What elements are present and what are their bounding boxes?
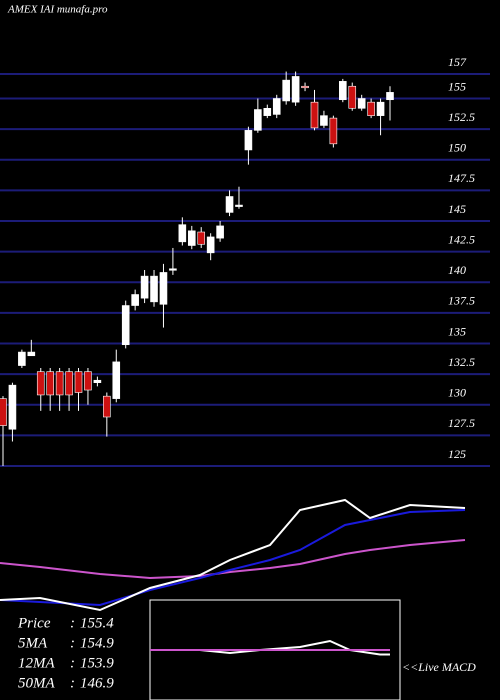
candle-body [93, 379, 102, 383]
candle-body [197, 231, 206, 245]
chart-title: AMEX IAI munafa.pro [7, 4, 108, 16]
y-tick-label: 150 [448, 141, 466, 155]
candle-body [140, 275, 149, 299]
legend-name: 50MA [18, 675, 55, 691]
candle-body [8, 384, 17, 430]
y-tick-label: 145 [448, 202, 466, 216]
legend-value: 153.9 [80, 655, 114, 671]
candle-body [36, 371, 45, 396]
candle-body [216, 225, 224, 239]
candle-body [18, 351, 26, 366]
candle-body [84, 371, 92, 391]
candle-body [282, 79, 290, 102]
candle-body [112, 361, 121, 399]
candle-body [131, 294, 139, 306]
y-tick-label: 127.5 [448, 416, 475, 430]
legend-name: 12MA [18, 655, 55, 671]
y-tick-label: 142.5 [448, 232, 475, 246]
candle-body [310, 101, 319, 129]
y-tick-label: 147.5 [448, 171, 475, 185]
candle-body [263, 108, 272, 116]
candle-body [65, 371, 73, 396]
candle-body [121, 305, 130, 346]
candle-body [27, 351, 36, 357]
y-tick-label: 135 [448, 324, 466, 338]
candle-body [159, 272, 168, 305]
candle-body [178, 224, 187, 243]
candle-body [206, 236, 215, 254]
candle-body [187, 230, 196, 246]
y-tick-label: 152.5 [448, 110, 475, 124]
macd-label: <<Live MACD [402, 660, 476, 674]
candle-body [301, 85, 309, 89]
candle-body [103, 395, 111, 418]
candle-body [386, 92, 394, 101]
candle-body [320, 115, 328, 126]
candle-body [367, 101, 375, 116]
candle-body [329, 117, 338, 145]
candle-body [357, 98, 366, 109]
candle-body [169, 268, 177, 271]
y-tick-label: 130 [448, 386, 466, 400]
y-tick-label: 155 [448, 79, 466, 93]
candle-body [225, 196, 234, 213]
candle-body [291, 76, 300, 103]
indicator-line [0, 509, 466, 607]
legend-value: 154.9 [80, 635, 114, 651]
legend-name: Price [17, 615, 51, 631]
indicator-line [0, 539, 466, 580]
candle-body [46, 371, 54, 396]
candle-body [376, 101, 385, 116]
legend-sep: : [70, 635, 75, 651]
indicator-line [0, 498, 466, 612]
candle-body [254, 109, 262, 131]
candle-body [150, 275, 158, 303]
y-tick-label: 137.5 [448, 294, 475, 308]
y-tick-label: 157 [448, 55, 467, 69]
candle-body [348, 85, 357, 109]
legend-value: 146.9 [80, 675, 114, 691]
candle-body [339, 81, 347, 101]
candle-body [235, 204, 243, 207]
legend-sep: : [70, 615, 75, 631]
legend-name: 5MA [18, 635, 48, 651]
y-tick-label: 140 [448, 263, 466, 277]
candle-body [74, 371, 83, 393]
candle-body [244, 130, 253, 151]
candle-body [272, 98, 281, 115]
candle-body [55, 371, 64, 396]
legend-value: 155.4 [80, 615, 114, 631]
legend-sep: : [70, 655, 75, 671]
y-tick-label: 125 [448, 447, 466, 461]
legend-sep: : [70, 675, 75, 691]
candle-body [0, 398, 7, 426]
y-tick-label: 132.5 [448, 355, 475, 369]
